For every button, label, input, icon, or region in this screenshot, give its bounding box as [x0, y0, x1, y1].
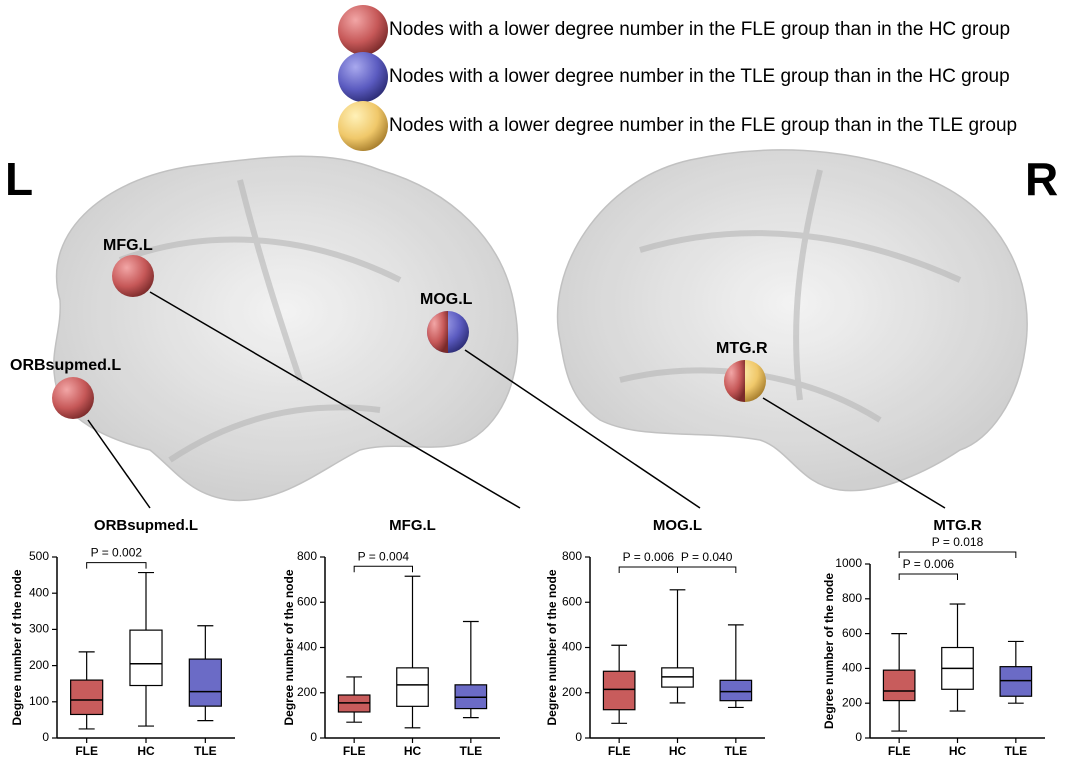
chart-title: MFG.L [389, 517, 436, 534]
y-tick-label: 200 [297, 685, 317, 699]
x-tick-label: HC [404, 744, 422, 758]
y-tick-label: 800 [842, 591, 862, 605]
connector [464, 349, 701, 509]
significance-bracket [618, 566, 678, 573]
y-axis-label: Degree number of the node [282, 569, 296, 725]
p-value: P = 0.006 [623, 550, 675, 564]
box [396, 667, 429, 707]
connector [87, 419, 151, 509]
side-label: L [5, 153, 33, 205]
node-label: MTG.R [716, 340, 768, 357]
p-value: P = 0.006 [903, 557, 955, 571]
y-tick-label: 500 [29, 549, 49, 563]
node-sphere-half [427, 311, 448, 353]
x-tick-label: HC [137, 744, 155, 758]
y-tick-label: 600 [297, 594, 317, 608]
x-tick-label: HC [949, 744, 967, 758]
box [999, 666, 1033, 697]
x-tick-label: FLE [75, 744, 98, 758]
y-axis-label: Degree number of the node [10, 569, 24, 725]
p-value: P = 0.004 [358, 549, 410, 563]
legend-sphere [338, 101, 388, 151]
significance-bracket [86, 562, 147, 569]
y-tick-label: 200 [29, 658, 49, 672]
box [719, 679, 753, 702]
box [602, 670, 636, 711]
y-tick-label: 0 [42, 730, 49, 744]
x-tick-label: TLE [459, 744, 482, 758]
legend-text: Nodes with a lower degree number in the … [389, 115, 1017, 136]
p-value: P = 0.002 [91, 546, 143, 560]
significance-bracket [353, 565, 413, 573]
x-tick-label: TLE [1004, 744, 1027, 758]
node-label: MFG.L [103, 237, 153, 254]
y-tick-label: 800 [297, 549, 317, 563]
node-sphere [52, 377, 94, 419]
y-tick-label: 0 [310, 730, 317, 744]
box [70, 679, 104, 716]
y-tick-label: 200 [842, 695, 862, 709]
y-tick-label: 0 [855, 730, 862, 744]
y-tick-label: 400 [29, 585, 49, 599]
significance-bracket [898, 573, 958, 580]
box [882, 669, 916, 702]
connector [762, 397, 946, 509]
x-tick-label: FLE [608, 744, 631, 758]
chart-title: MTG.R [933, 517, 981, 534]
y-tick-label: 200 [562, 685, 582, 699]
legend-text: Nodes with a lower degree number in the … [389, 19, 1010, 40]
right-brain [556, 149, 1028, 492]
box [188, 658, 222, 707]
x-tick-label: TLE [194, 744, 217, 758]
p-value: P = 0.040 [681, 550, 733, 564]
y-tick-label: 600 [562, 594, 582, 608]
node-sphere-half [724, 360, 745, 402]
y-tick-label: 0 [575, 730, 582, 744]
y-tick-label: 400 [842, 661, 862, 675]
legend-text: Nodes with a lower degree number in the … [389, 66, 1010, 87]
left-brain-fold [118, 179, 402, 463]
y-tick-label: 100 [29, 694, 49, 708]
y-axis-label: Degree number of the node [822, 573, 836, 729]
p-value: P = 0.018 [932, 535, 984, 549]
y-tick-label: 300 [29, 622, 49, 636]
node-label: ORBsupmed.L [10, 357, 121, 374]
node-label: MOG.L [420, 291, 473, 308]
significance-bracket [677, 566, 737, 573]
chart-title: ORBsupmed.L [94, 517, 198, 534]
side-label: R [1025, 153, 1058, 205]
legend-sphere [338, 5, 388, 55]
x-tick-label: FLE [343, 744, 366, 758]
legend-sphere [338, 52, 388, 102]
x-tick-label: HC [669, 744, 687, 758]
y-axis-label: Degree number of the node [545, 569, 559, 725]
chart-title: MOG.L [653, 517, 702, 534]
y-tick-label: 400 [297, 640, 317, 654]
connectors [87, 291, 946, 509]
box [129, 629, 163, 687]
node-sphere [112, 255, 154, 297]
y-tick-label: 800 [562, 549, 582, 563]
significance-bracket [898, 551, 1017, 558]
y-tick-label: 600 [842, 626, 862, 640]
connector [149, 291, 521, 509]
y-tick-label: 400 [562, 640, 582, 654]
y-tick-label: 1000 [835, 556, 862, 570]
x-tick-label: FLE [888, 744, 911, 758]
x-tick-label: TLE [724, 744, 747, 758]
